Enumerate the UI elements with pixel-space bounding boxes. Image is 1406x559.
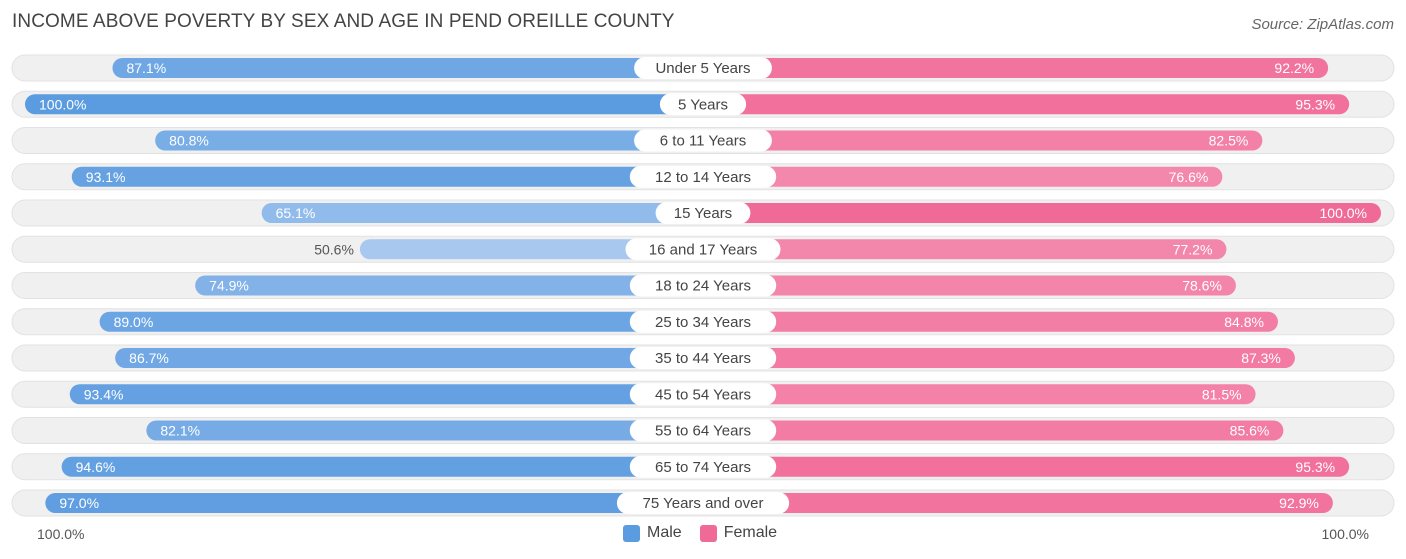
category-label: 45 to 54 Years: [655, 386, 751, 403]
category-label: 75 Years and over: [643, 495, 764, 512]
male-value-label: 100.0%: [39, 96, 86, 112]
male-value-label: 86.7%: [129, 350, 169, 366]
male-bar: [99, 311, 703, 332]
legend-item-female: Female: [699, 524, 778, 542]
legend-label-female: Female: [723, 524, 778, 541]
male-value-label: 94.6%: [76, 459, 116, 475]
male-bar: [45, 493, 703, 513]
female-value-label: 82.5%: [1209, 133, 1249, 149]
category-label: 55 to 64 Years: [655, 423, 751, 440]
category-pill: [634, 57, 772, 79]
source-label: Source: ZipAtlas.com: [1251, 16, 1394, 33]
category-pill: [629, 419, 777, 442]
legend-label-male: Male: [647, 524, 682, 541]
female-value-label: 92.2%: [1274, 60, 1314, 76]
female-value-label: 95.3%: [1295, 96, 1335, 112]
category-pill: [629, 310, 777, 333]
category-label: 15 Years: [674, 205, 732, 222]
category-pill: [625, 238, 781, 261]
category-label: 6 to 11 Years: [660, 133, 746, 150]
male-bar: [69, 384, 704, 405]
male-value-label: 97.0%: [59, 495, 99, 511]
category-label: 35 to 44 Years: [655, 350, 751, 367]
bar-chart: 87.1% 92.2% Under 5 Years 100.0% 95.3% 5 Year…: [11, 54, 1395, 517]
category-pill: [659, 93, 747, 116]
female-bar: [703, 239, 1227, 260]
male-value-label: 65.1%: [276, 205, 316, 221]
female-value-label: 100.0%: [1320, 205, 1367, 221]
category-label: Under 5 Years: [655, 60, 750, 77]
legend-swatch-male: [623, 524, 640, 542]
female-bar: [703, 130, 1263, 151]
male-value-label: 89.0%: [114, 314, 154, 330]
female-value-label: 78.6%: [1182, 278, 1222, 294]
female-bar: [703, 203, 1381, 223]
male-value-label: 80.8%: [169, 133, 209, 149]
category-pill: [629, 383, 777, 406]
male-bar: [115, 348, 703, 368]
male-value-label: 74.9%: [209, 278, 249, 294]
male-value-label: 93.1%: [86, 169, 126, 185]
female-bar: [703, 58, 1329, 78]
category-label: 12 to 14 Years: [655, 169, 751, 186]
male-value-label: 82.1%: [160, 423, 200, 439]
female-bar: [703, 275, 1236, 296]
legend-item-male: Male: [623, 524, 682, 542]
category-label: 18 to 24 Years: [655, 278, 751, 295]
female-bar: [703, 94, 1350, 115]
chart-title: INCOME ABOVE POVERTY BY SEX AND AGE IN P…: [12, 11, 675, 32]
axis-right-label: 100.0%: [1321, 526, 1369, 542]
category-label: 5 Years: [678, 96, 728, 113]
female-value-label: 84.8%: [1224, 314, 1264, 330]
female-value-label: 77.2%: [1173, 241, 1213, 257]
category-pill: [629, 455, 777, 478]
male-bar: [61, 456, 703, 477]
female-value-label: 85.6%: [1230, 423, 1270, 439]
male-value-label: 87.1%: [126, 60, 166, 76]
female-bar: [703, 166, 1223, 187]
category-pill: [629, 165, 777, 188]
male-bar: [359, 239, 703, 260]
male-value-label: 50.6%: [314, 241, 354, 257]
category-pill: [629, 274, 777, 297]
legend-swatch-female: [699, 524, 717, 542]
category-pill: [629, 347, 777, 369]
male-bar: [25, 94, 703, 115]
male-bar: [155, 130, 703, 151]
female-value-label: 76.6%: [1169, 169, 1209, 185]
category-pill: [655, 202, 751, 224]
male-value-label: 93.4%: [84, 386, 124, 402]
male-bar: [71, 166, 704, 187]
female-bar: [703, 348, 1295, 368]
category-label: 65 to 74 Years: [655, 459, 751, 476]
female-bar: [703, 420, 1284, 441]
female-value-label: 92.9%: [1279, 495, 1319, 511]
female-value-label: 87.3%: [1241, 350, 1281, 366]
female-bar: [703, 493, 1333, 513]
male-bar: [261, 203, 703, 223]
female-bar: [703, 384, 1256, 405]
category-pill: [616, 492, 790, 514]
female-bar: [703, 456, 1350, 477]
axis-left-label: 100.0%: [37, 526, 85, 542]
male-bar: [195, 275, 704, 296]
category-label: 16 and 17 Years: [649, 241, 757, 258]
female-value-label: 95.3%: [1295, 459, 1335, 475]
legend: Male Female: [623, 524, 789, 542]
male-bar: [112, 58, 704, 78]
female-value-label: 81.5%: [1202, 386, 1242, 402]
category-pill: [634, 129, 772, 152]
category-label: 25 to 34 Years: [655, 314, 751, 331]
male-bar: [146, 420, 703, 441]
female-bar: [703, 311, 1278, 332]
